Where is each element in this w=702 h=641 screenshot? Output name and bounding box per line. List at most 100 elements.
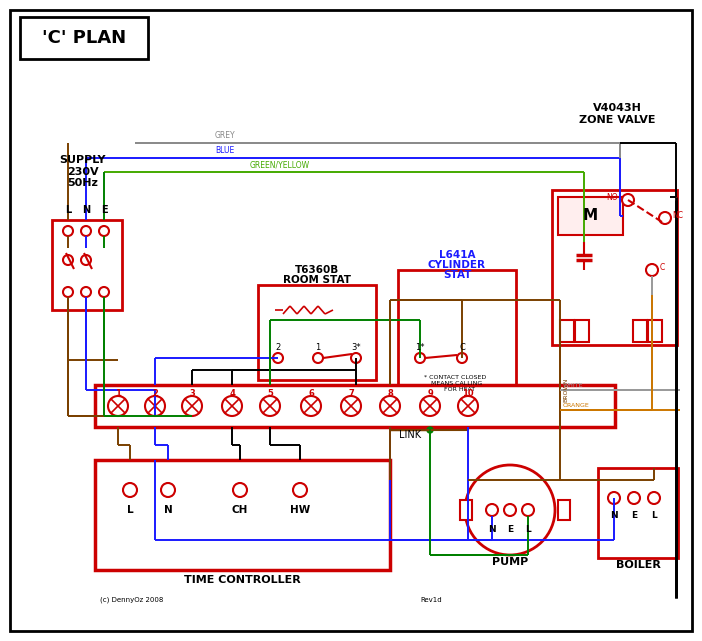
Circle shape: [522, 504, 534, 516]
Bar: [558, 197, 623, 235]
Bar: [552, 190, 677, 345]
Circle shape: [99, 287, 109, 297]
Circle shape: [293, 483, 307, 497]
Bar: [258, 285, 376, 380]
Text: 7: 7: [348, 388, 354, 397]
Bar: [20, 17, 148, 59]
Circle shape: [233, 483, 247, 497]
Bar: [598, 468, 678, 558]
Text: 1*: 1*: [416, 344, 425, 353]
Circle shape: [313, 353, 323, 363]
Text: N: N: [164, 505, 173, 515]
Text: 3*: 3*: [351, 344, 361, 353]
Text: 3: 3: [189, 388, 195, 397]
Text: V4043H: V4043H: [592, 103, 642, 113]
Text: E: E: [631, 512, 637, 520]
Bar: [460, 500, 472, 520]
Text: 6: 6: [308, 388, 314, 397]
Text: ROOM STAT: ROOM STAT: [283, 275, 351, 285]
Text: L: L: [126, 505, 133, 515]
Bar: [52, 220, 122, 310]
Bar: [95, 460, 390, 570]
Text: BROWN: BROWN: [563, 378, 568, 402]
Text: ORANGE: ORANGE: [563, 403, 590, 408]
Text: STAT: STAT: [443, 270, 471, 280]
Circle shape: [99, 226, 109, 236]
Text: M: M: [583, 208, 597, 224]
Text: PUMP: PUMP: [492, 557, 528, 567]
Text: NO: NO: [607, 192, 618, 201]
Circle shape: [504, 504, 516, 516]
Bar: [420, 388, 450, 400]
Bar: [398, 270, 516, 395]
Circle shape: [608, 492, 620, 504]
Circle shape: [420, 396, 440, 416]
Circle shape: [458, 396, 478, 416]
Text: 2: 2: [152, 388, 158, 397]
Bar: [648, 320, 662, 342]
Circle shape: [351, 353, 361, 363]
Bar: [633, 320, 647, 342]
Text: * CONTACT CLOSED
  MEANS CALLING
     FOR HEAT: * CONTACT CLOSED MEANS CALLING FOR HEAT: [424, 375, 486, 392]
Text: L: L: [525, 526, 531, 535]
Text: (c) DennyOz 2008: (c) DennyOz 2008: [100, 597, 164, 603]
Circle shape: [108, 396, 128, 416]
Circle shape: [341, 396, 361, 416]
Circle shape: [415, 353, 425, 363]
Circle shape: [145, 396, 165, 416]
Text: L: L: [651, 512, 657, 520]
Text: SUPPLY
230V
50Hz: SUPPLY 230V 50Hz: [60, 155, 106, 188]
Text: BOILER: BOILER: [616, 560, 661, 570]
Bar: [575, 320, 589, 342]
Text: T6360B: T6360B: [295, 265, 339, 275]
Text: N: N: [82, 205, 90, 215]
Circle shape: [63, 226, 73, 236]
Text: 5: 5: [267, 388, 273, 397]
Text: C: C: [660, 263, 665, 272]
Circle shape: [222, 396, 242, 416]
Text: E: E: [507, 526, 513, 535]
Text: 4: 4: [229, 388, 235, 397]
Text: 1: 1: [115, 388, 121, 397]
Circle shape: [427, 427, 433, 433]
Text: L: L: [65, 205, 71, 215]
Text: 'C' PLAN: 'C' PLAN: [42, 29, 126, 47]
Text: ZONE VALVE: ZONE VALVE: [578, 115, 655, 125]
Circle shape: [628, 492, 640, 504]
Circle shape: [659, 212, 671, 224]
Text: Rev1d: Rev1d: [420, 597, 442, 603]
Text: E: E: [100, 205, 107, 215]
Text: 10: 10: [462, 388, 474, 397]
Circle shape: [622, 194, 634, 206]
Circle shape: [273, 353, 283, 363]
Text: 1: 1: [315, 344, 321, 353]
Circle shape: [123, 483, 137, 497]
Text: 8: 8: [387, 388, 393, 397]
Text: GREY: GREY: [215, 131, 236, 140]
Text: BLUE: BLUE: [215, 146, 234, 155]
Circle shape: [161, 483, 175, 497]
Text: GREEN/YELLOW: GREEN/YELLOW: [250, 160, 310, 169]
Circle shape: [63, 255, 73, 265]
Circle shape: [260, 396, 280, 416]
Circle shape: [182, 396, 202, 416]
Circle shape: [301, 396, 321, 416]
Circle shape: [81, 287, 91, 297]
Text: 2: 2: [275, 344, 281, 353]
Text: NC: NC: [672, 210, 683, 219]
Circle shape: [81, 255, 91, 265]
Circle shape: [486, 504, 498, 516]
Text: CYLINDER: CYLINDER: [428, 260, 486, 270]
Circle shape: [457, 353, 467, 363]
Text: HW: HW: [290, 505, 310, 515]
Circle shape: [646, 264, 658, 276]
Text: L641A: L641A: [439, 250, 475, 260]
Text: CH: CH: [232, 505, 249, 515]
Circle shape: [380, 396, 400, 416]
Circle shape: [648, 492, 660, 504]
Text: 9: 9: [427, 388, 433, 397]
Text: N: N: [610, 512, 618, 520]
Bar: [558, 500, 570, 520]
Bar: [95, 385, 615, 427]
Circle shape: [63, 287, 73, 297]
